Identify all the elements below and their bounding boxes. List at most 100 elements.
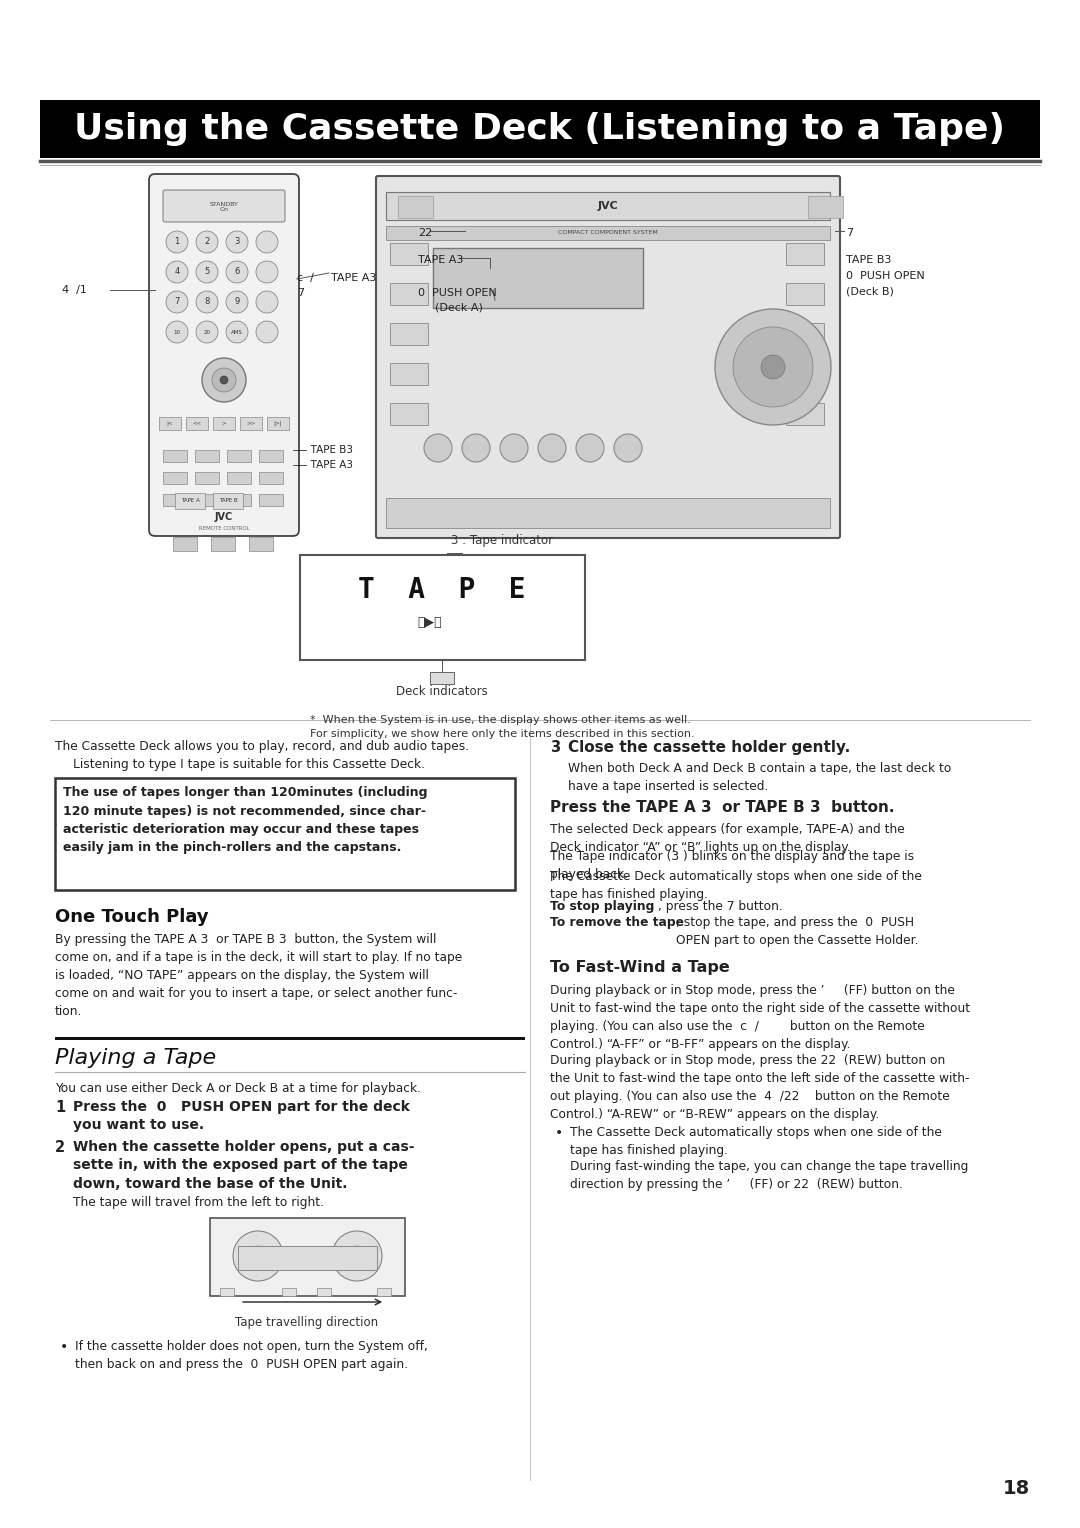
Text: The Tape indicator (3 ) blinks on the display and the tape is
played back.: The Tape indicator (3 ) blinks on the di…	[550, 850, 914, 882]
Text: The tape will travel from the left to right.: The tape will travel from the left to ri…	[73, 1196, 324, 1209]
Text: 7: 7	[174, 298, 179, 307]
Bar	[433, 248, 643, 309]
Text: REMOTE CONTROL: REMOTE CONTROL	[199, 526, 249, 530]
Bar	[220, 1288, 234, 1296]
Bar	[40, 99, 1040, 157]
Text: 5: 5	[204, 267, 210, 277]
Text: 7: 7	[297, 287, 305, 298]
Text: 1: 1	[174, 237, 179, 246]
FancyBboxPatch shape	[376, 176, 840, 538]
Circle shape	[195, 261, 218, 283]
Text: TAPE A3: TAPE A3	[418, 255, 463, 264]
Text: 8: 8	[204, 298, 210, 307]
Bar	[808, 196, 843, 219]
Text: 3 : Tape indicator: 3 : Tape indicator	[451, 533, 553, 547]
Text: During playback or in Stop mode, press the ’     (FF) button on the
Unit to fast: During playback or in Stop mode, press t…	[550, 984, 970, 1051]
Text: The selected Deck appears (for example, TAPE-A) and the
Deck indicator “A” or “B: The selected Deck appears (for example, …	[550, 824, 905, 854]
Text: The Cassette Deck allows you to play, record, and dub audio tapes.: The Cassette Deck allows you to play, re…	[55, 740, 469, 753]
Bar	[786, 283, 824, 306]
Text: 0  PUSH OPEN: 0 PUSH OPEN	[418, 287, 497, 298]
Circle shape	[166, 290, 188, 313]
Circle shape	[733, 327, 813, 406]
Circle shape	[256, 261, 278, 283]
Text: 4: 4	[174, 267, 179, 277]
Bar	[55, 1038, 525, 1041]
Text: Using the Cassette Deck (Listening to a Tape): Using the Cassette Deck (Listening to a …	[75, 112, 1005, 147]
Circle shape	[233, 1232, 283, 1280]
Circle shape	[226, 290, 248, 313]
Text: If the cassette holder does not open, turn the System off,
then back on and pres: If the cassette holder does not open, tu…	[75, 1340, 428, 1371]
Text: STANDBY
On: STANDBY On	[210, 202, 239, 212]
Bar	[386, 193, 831, 220]
Text: |<: |<	[166, 420, 173, 426]
Bar	[227, 494, 251, 506]
Text: 0  PUSH OPEN: 0 PUSH OPEN	[846, 270, 924, 281]
Text: Press the TAPE A 3  or TAPE B 3  button.: Press the TAPE A 3 or TAPE B 3 button.	[550, 801, 894, 814]
Text: (Deck B): (Deck B)	[846, 287, 894, 296]
Bar	[267, 417, 289, 429]
Text: One Touch Play: One Touch Play	[55, 908, 208, 926]
Circle shape	[226, 261, 248, 283]
Text: — TAPE A3: — TAPE A3	[297, 460, 353, 471]
Text: Deck indicators: Deck indicators	[396, 685, 488, 698]
Circle shape	[248, 1245, 268, 1267]
Bar	[390, 243, 428, 264]
Text: 2: 2	[55, 1140, 65, 1155]
Text: Listening to type I tape is suitable for this Cassette Deck.: Listening to type I tape is suitable for…	[73, 758, 426, 772]
Bar	[430, 672, 454, 685]
Circle shape	[332, 1232, 382, 1280]
Text: Press the  0   PUSH OPEN part for the deck
you want to use.: Press the 0 PUSH OPEN part for the deck …	[73, 1100, 410, 1132]
Text: When both Deck A and Deck B contain a tape, the last deck to
have a tape inserte: When both Deck A and Deck B contain a ta…	[568, 762, 951, 793]
FancyBboxPatch shape	[149, 174, 299, 536]
Text: TAPE B3: TAPE B3	[846, 255, 891, 264]
Text: The Cassette Deck automatically stops when one side of the
tape has finished pla: The Cassette Deck automatically stops wh…	[570, 1126, 942, 1157]
Text: Ⓐ▶Ⓑ: Ⓐ▶Ⓑ	[418, 616, 443, 630]
Text: To remove the tape: To remove the tape	[550, 915, 684, 929]
Bar	[238, 1245, 377, 1270]
Text: 10: 10	[174, 330, 180, 335]
Bar	[173, 536, 197, 552]
Bar	[259, 472, 283, 484]
Bar	[390, 364, 428, 385]
Text: |>|: |>|	[273, 420, 282, 426]
Circle shape	[226, 231, 248, 254]
Text: (Deck A): (Deck A)	[435, 303, 483, 313]
Bar	[386, 226, 831, 240]
Bar	[786, 322, 824, 345]
Text: 6: 6	[234, 267, 240, 277]
Text: 7: 7	[846, 228, 853, 238]
Circle shape	[500, 434, 528, 461]
Bar	[175, 494, 205, 509]
Text: TAPE A: TAPE A	[180, 498, 200, 503]
Bar	[390, 403, 428, 425]
Text: Close the cassette holder gently.: Close the cassette holder gently.	[568, 740, 850, 755]
Text: To Fast-Wind a Tape: To Fast-Wind a Tape	[550, 960, 730, 975]
Bar	[227, 472, 251, 484]
Text: 3: 3	[550, 740, 561, 755]
Text: Playing a Tape: Playing a Tape	[55, 1048, 216, 1068]
Text: To stop playing: To stop playing	[550, 900, 654, 914]
Bar	[163, 494, 187, 506]
Bar	[211, 536, 235, 552]
Text: When the cassette holder opens, put a cas-
sette in, with the exposed part of th: When the cassette holder opens, put a ca…	[73, 1140, 415, 1190]
Text: COMPACT COMPONENT SYSTEM: COMPACT COMPONENT SYSTEM	[558, 231, 658, 235]
Text: >>: >>	[246, 420, 256, 425]
Circle shape	[256, 321, 278, 342]
Bar	[390, 283, 428, 306]
Text: *  When the System is in use, the display shows other items as well.
For simplic: * When the System is in use, the display…	[310, 715, 694, 740]
Bar	[786, 243, 824, 264]
Circle shape	[220, 376, 228, 384]
Bar	[195, 472, 219, 484]
Circle shape	[166, 231, 188, 254]
Bar	[386, 498, 831, 529]
Text: During playback or in Stop mode, press the 22  (REW) button on
the Unit to fast-: During playback or in Stop mode, press t…	[550, 1054, 970, 1122]
Circle shape	[195, 231, 218, 254]
Bar	[390, 322, 428, 345]
Text: c  /: c /	[297, 274, 314, 283]
Text: You can use either Deck A or Deck B at a time for playback.: You can use either Deck A or Deck B at a…	[55, 1082, 421, 1096]
Text: JVC: JVC	[597, 202, 619, 211]
Text: AMS: AMS	[231, 330, 243, 335]
Text: The Cassette Deck automatically stops when one side of the
tape has finished pla: The Cassette Deck automatically stops wh…	[550, 869, 922, 902]
Text: 2: 2	[204, 237, 210, 246]
Bar	[259, 494, 283, 506]
